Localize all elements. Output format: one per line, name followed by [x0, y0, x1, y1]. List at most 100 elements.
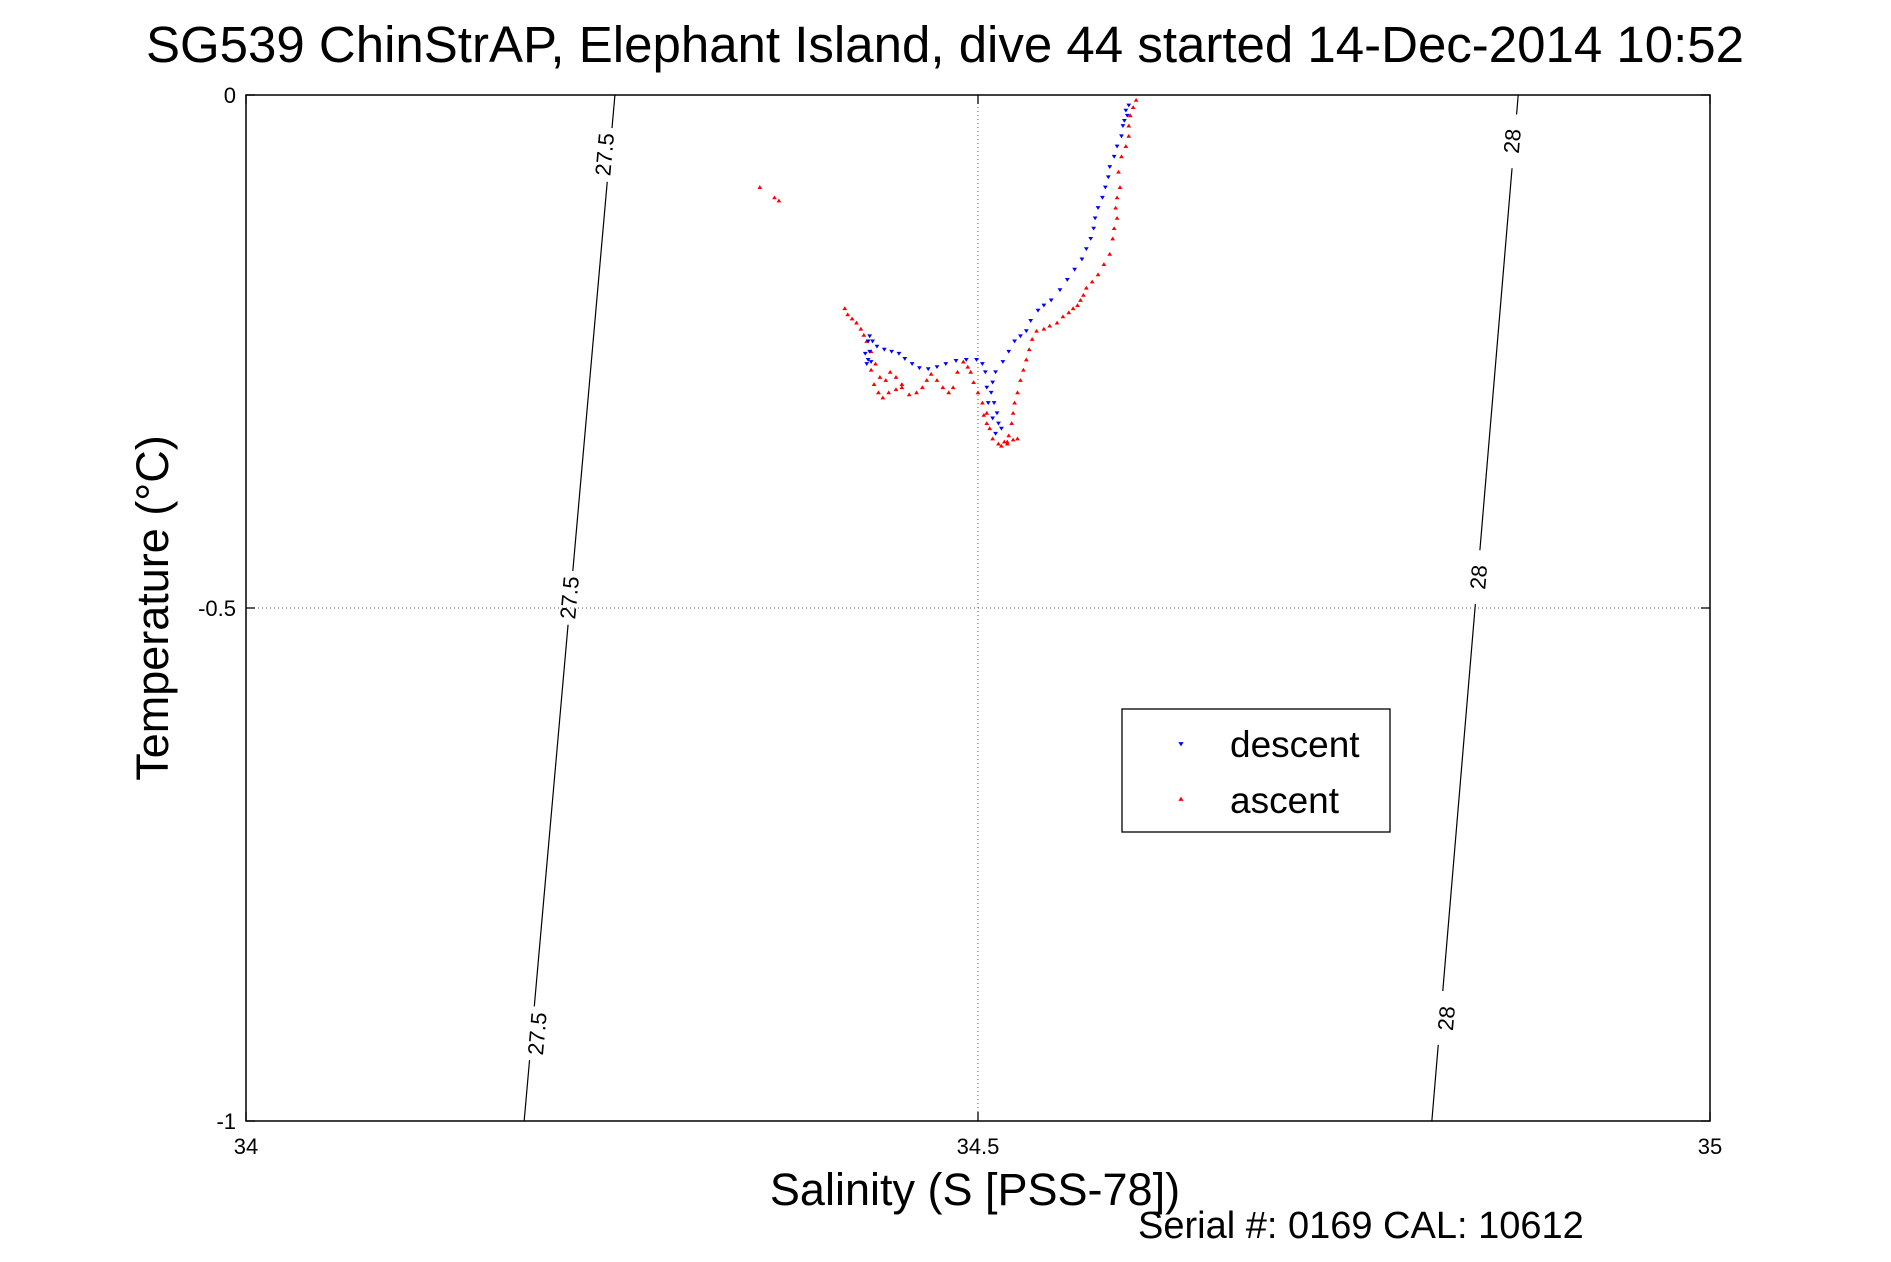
descent-data-point	[867, 349, 873, 354]
descent-data-point	[994, 411, 1000, 416]
descent-data-point	[1035, 308, 1041, 313]
ascent-data-point	[924, 378, 930, 382]
ascent-data-point	[1078, 298, 1083, 302]
ascent-data-point	[1081, 292, 1086, 297]
ascent-data-point	[854, 320, 859, 325]
descent-data-point	[982, 370, 988, 375]
ascent-data-point	[1114, 215, 1120, 220]
descent-data-point	[984, 385, 990, 390]
x-tick-label: 35	[1698, 1134, 1722, 1159]
tick-layer: 34 34.5 35 -1 -0.5 0	[198, 83, 1722, 1159]
serial-cal-footer: Serial #: 0169 CAL: 10612	[1138, 1205, 1584, 1247]
isopycnal-label-bg	[1497, 113, 1528, 170]
isopycnal-label: 27.5	[555, 575, 584, 620]
descent-data-point	[985, 401, 991, 405]
ascent-data-point	[1060, 314, 1066, 319]
descent-data-point	[1041, 303, 1047, 308]
data-points-layer	[757, 97, 1139, 448]
ascent-data-point	[1101, 262, 1107, 266]
descent-data-point	[990, 380, 996, 385]
ascent-data-point	[1127, 113, 1133, 118]
ascent-data-point	[1004, 439, 1010, 444]
grid-layer	[246, 95, 1710, 1121]
ascent-data-point	[1010, 437, 1016, 442]
descent-data-point	[867, 334, 873, 339]
descent-data-point	[909, 362, 915, 366]
ascent-data-point	[906, 392, 912, 397]
ascent-data-point	[861, 332, 867, 337]
ascent-data-point	[1111, 226, 1117, 231]
ascent-data-point	[886, 390, 892, 395]
ascent-data-point	[893, 387, 899, 392]
ascent-data-point	[899, 385, 905, 390]
descent-data-point	[1100, 195, 1105, 200]
descent-data-point	[1095, 206, 1101, 211]
descent-data-point	[1000, 360, 1006, 364]
ascent-data-point	[1023, 357, 1029, 362]
ascent-data-point	[893, 374, 899, 379]
ascent-data-point	[1015, 436, 1020, 441]
ascent-data-point	[1116, 169, 1121, 174]
descent-data-point	[896, 351, 902, 356]
descent-data-point	[990, 416, 996, 421]
ascent-data-point	[987, 426, 993, 431]
ascent-data-point	[877, 374, 883, 379]
descent-data-point	[881, 347, 887, 352]
legend-label-descent: descent	[1230, 724, 1360, 765]
ascent-data-point	[1095, 272, 1101, 277]
descent-data-point	[993, 431, 998, 436]
x-tick-label: 34.5	[957, 1134, 1000, 1159]
ascent-data-point	[950, 385, 956, 390]
descent-data-point	[1126, 103, 1132, 108]
ascent-data-point	[940, 385, 946, 390]
descent-data-point	[1124, 113, 1130, 118]
descent-data-point	[1105, 175, 1111, 180]
ascent-data-point	[1034, 328, 1039, 333]
isopycnal-label: 27.5	[590, 132, 619, 177]
descent-data-point	[943, 362, 949, 366]
descent-data-point	[865, 339, 871, 344]
legend-markers	[1178, 742, 1184, 801]
descent-data-point	[1028, 319, 1034, 323]
ascent-data-point	[1020, 367, 1026, 372]
ascent-data-point	[845, 312, 851, 317]
ascent-data-point	[960, 359, 966, 364]
ascent-data-point	[981, 412, 987, 417]
descent-data-point	[925, 367, 931, 372]
ascent-data-point	[1018, 378, 1023, 382]
ascent-data-point	[1012, 400, 1017, 405]
ascent-data-point	[919, 385, 925, 390]
descent-data-point	[1012, 339, 1017, 344]
ascent-data-point	[955, 369, 960, 374]
isopycnal-label-bg	[554, 569, 585, 626]
ascent-data-point	[871, 382, 877, 387]
descent-data-point	[988, 390, 994, 395]
ascent-data-point	[914, 390, 919, 395]
descent-data-point	[996, 421, 1001, 426]
ascent-data-point	[1006, 433, 1012, 438]
ascent-data-point	[776, 198, 782, 203]
x-tick-label: 34	[234, 1134, 258, 1159]
isopycnal-label: 28	[1499, 128, 1526, 154]
ascent-data-point	[1107, 251, 1113, 256]
ascent-data-point	[1047, 323, 1053, 328]
descent-data-point	[963, 358, 969, 362]
descent-data-point	[1006, 349, 1012, 354]
ascent-data-point	[873, 361, 878, 366]
ascent-data-point	[868, 367, 874, 372]
descent-data-point	[1083, 247, 1089, 252]
descent-data-point	[864, 362, 870, 366]
descent-data-point	[953, 359, 959, 363]
ascent-data-point	[996, 441, 1001, 446]
descent-data-point	[1072, 267, 1078, 272]
descent-data-point	[993, 370, 998, 375]
ascent-data-point	[1004, 441, 1010, 446]
isopycnal-label: 27.5	[523, 1011, 552, 1056]
ascent-data-point	[1126, 133, 1132, 138]
chart-title: SG539 ChinStrAP, Elephant Island, dive 4…	[146, 16, 1744, 73]
y-tick-label: -0.5	[198, 596, 236, 621]
legend-marker-ascent	[1178, 796, 1184, 801]
ascent-data-point	[1009, 421, 1015, 425]
descent-data-point	[1119, 134, 1124, 139]
ascent-data-point	[849, 316, 855, 321]
